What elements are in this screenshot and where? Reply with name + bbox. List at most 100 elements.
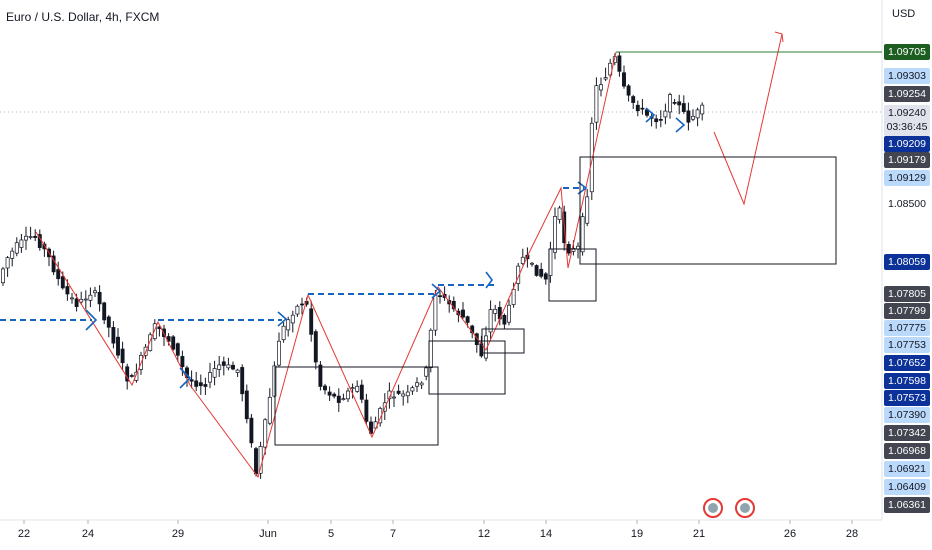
candle-body (534, 265, 539, 276)
candle-body (33, 235, 38, 238)
candle-body (369, 421, 373, 434)
candle-body (106, 316, 111, 328)
candle-body (208, 372, 212, 383)
candles (1, 52, 705, 479)
candle-body (332, 393, 337, 397)
candle-body (424, 367, 429, 377)
candle-body (677, 101, 682, 106)
break-marker (179, 367, 192, 389)
price-label: 1.07775 (884, 320, 930, 336)
candle-body (111, 327, 116, 344)
price-label: 1.09705 (884, 44, 930, 60)
flag-icon (740, 503, 750, 513)
price-label: 1.06361 (884, 497, 930, 513)
price-label: 1.07753 (884, 337, 930, 353)
candle-body (626, 85, 631, 96)
candle-body (83, 298, 88, 301)
candle-body (350, 387, 355, 390)
zone-box (548, 248, 597, 302)
candle-body (56, 269, 61, 280)
candle-body (410, 387, 415, 392)
candle-body (654, 118, 659, 123)
candle-body (152, 323, 157, 340)
time-tick-label: 26 (783, 528, 797, 540)
candle-body (323, 385, 327, 391)
candle-body (419, 382, 424, 386)
candle-body (120, 348, 125, 364)
zone-box (579, 156, 837, 265)
price-label: 1.08059 (884, 254, 930, 270)
zone-box (428, 340, 506, 395)
price-label: 1.07390 (884, 407, 930, 423)
candle-body (405, 391, 410, 397)
candle-body (318, 364, 323, 387)
candle-body (553, 216, 557, 253)
time-tick-label: 12 (477, 528, 491, 540)
candle-body (502, 314, 507, 325)
drawings (0, 31, 882, 518)
candle-body (277, 340, 281, 366)
candle-body (97, 291, 102, 305)
candle-body (19, 239, 24, 248)
candle-body (658, 119, 663, 121)
candle-body (295, 305, 300, 315)
currency-label: USD (892, 8, 916, 20)
candle-body (286, 319, 291, 331)
time-tick-label: 21 (692, 528, 706, 540)
candle-body (686, 110, 691, 123)
price-label: 1.06921 (884, 461, 930, 477)
price-label: 1.09240 03:36:45 (884, 105, 930, 136)
candle-body (189, 379, 194, 382)
candle-body (433, 294, 438, 331)
candle-body (672, 102, 677, 104)
candle-body (691, 115, 695, 120)
candle-body (622, 72, 626, 87)
price-label: 1.07573 (884, 390, 930, 406)
candle-body (198, 382, 203, 387)
candle-body (171, 336, 176, 350)
candle-body (392, 396, 396, 399)
price-label: 1.07805 (884, 286, 930, 302)
candle-body (70, 297, 74, 300)
candle-body (359, 384, 364, 400)
candle-body (511, 288, 516, 305)
candle-body (401, 393, 406, 397)
chart-grid (0, 0, 883, 524)
candle-body (635, 104, 640, 112)
candle-body (396, 390, 401, 394)
candle-body (617, 55, 622, 72)
candle-body (663, 110, 668, 118)
bar-countdown: 03:36:45 (886, 121, 928, 133)
candle-body (51, 255, 56, 273)
candle-body (235, 369, 240, 373)
candle-body (520, 256, 525, 264)
flag-icon (708, 503, 718, 513)
candle-body (346, 390, 350, 400)
candle-body (267, 396, 272, 424)
price-label: 1.07652 (884, 355, 930, 371)
candle-body (88, 294, 93, 301)
price-label: 1.08500 (888, 198, 926, 210)
candle-body (461, 309, 465, 318)
break-marker (675, 117, 686, 133)
chart-title: Euro / U.S. Dollar, 4h, FXCM (6, 10, 160, 24)
candle-body (415, 382, 419, 387)
price-label: 1.06409 (884, 479, 930, 495)
candle-body (217, 364, 222, 370)
candle-body (249, 417, 254, 444)
break-marker (85, 309, 98, 331)
candle-body (28, 236, 33, 238)
candle-body (355, 385, 360, 392)
candle-body (65, 286, 70, 295)
candle-body (240, 367, 245, 395)
candle-body (10, 250, 15, 259)
candle-body (24, 235, 28, 241)
candle-body (341, 398, 346, 400)
price-label: 1.09303 (884, 68, 930, 84)
candle-body (272, 365, 277, 397)
candle-body (488, 309, 493, 333)
candle-body (180, 356, 185, 368)
time-tick-label: 29 (171, 528, 185, 540)
time-tick-label: 19 (630, 528, 644, 540)
